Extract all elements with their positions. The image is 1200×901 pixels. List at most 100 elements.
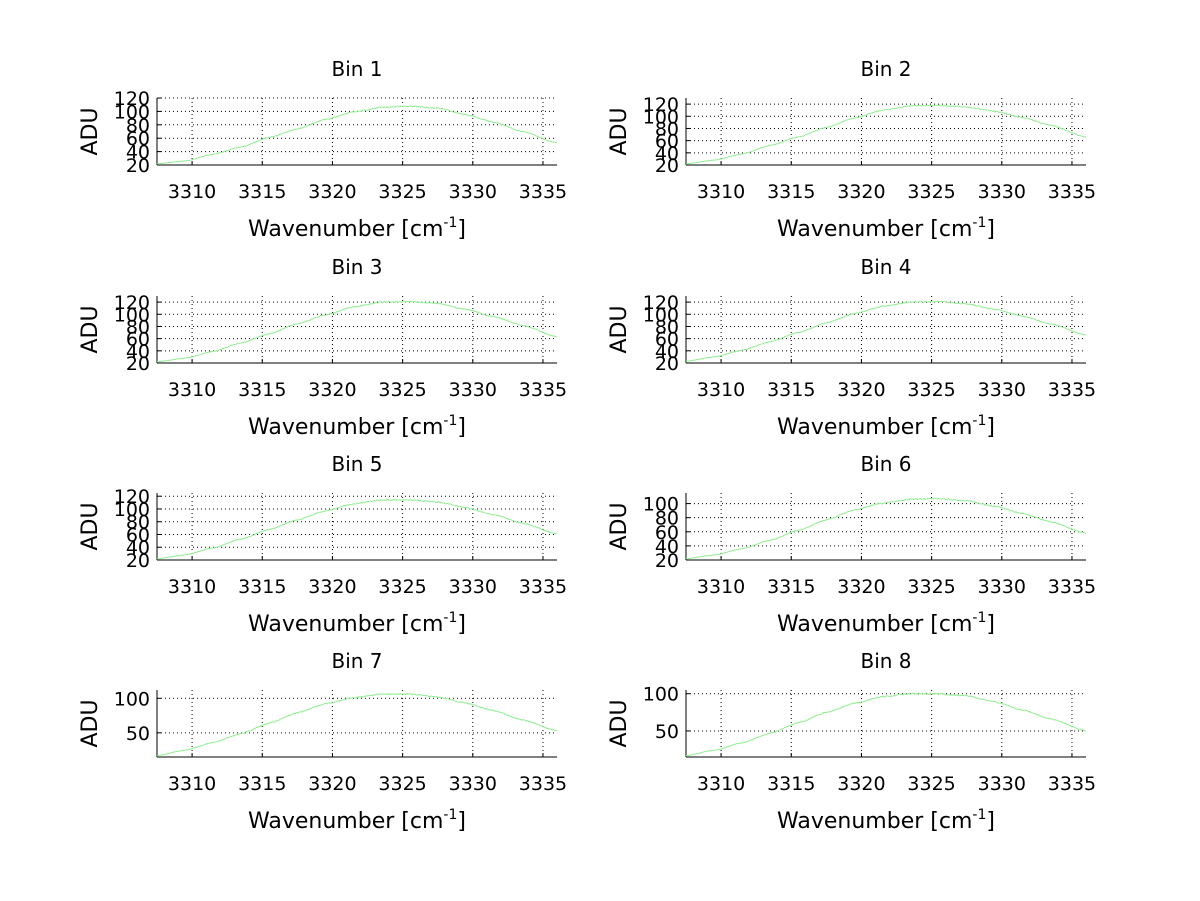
series-line-spectrum [156,105,558,165]
x-tick-label: 3325 [907,576,955,598]
x-tick-label: 3310 [168,773,216,795]
y-tick-label: 50 [126,723,150,745]
x-tick-label: 3310 [168,181,216,203]
x-axis-label: Wavenumber [cm-1] [248,807,466,834]
subplot-title: Bin 7 [331,649,382,673]
x-tick-label: 3320 [837,181,885,203]
x-tick-label: 3325 [378,773,426,795]
x-tick-label: 3320 [837,379,885,401]
y-tick-label: 100 [643,304,679,326]
x-axis-label: Wavenumber [cm-1] [248,413,466,440]
subplot-title: Bin 3 [331,255,382,279]
x-tick-label: 3325 [378,379,426,401]
y-tick-label: 60 [655,131,679,153]
series-line-spectrum [156,300,558,363]
x-axis-label: Wavenumber [cm-1] [248,610,466,637]
x-tick-label: 3330 [449,576,497,598]
series-line-spectrum [685,692,1087,757]
y-tick-label: 40 [655,143,679,165]
subplot-title: Bin 6 [860,452,911,476]
x-tick-label: 3315 [767,576,815,598]
x-tick-label: 3320 [308,773,356,795]
series-line-spectrum [685,104,1087,165]
y-tick-label: 20 [126,550,150,572]
subplot-bin-8: Bin 8 3310 3315 3320 3325 3330 3335 50 100 Wavenu… [607,649,1096,834]
x-tick-label: 3315 [767,379,815,401]
subplot-title: Bin 5 [331,452,382,476]
x-tick-label: 3315 [238,181,286,203]
y-tick-label: 20 [655,155,679,177]
y-tick-label: 40 [655,536,679,558]
x-axis-label: Wavenumber [cm-1] [777,610,995,637]
y-axis-label: ADU [607,502,632,550]
x-tick-label: 3335 [519,379,567,401]
subplot-title: Bin 4 [860,255,911,279]
y-tick-label: 40 [126,537,150,559]
x-tick-label: 3315 [238,576,286,598]
y-tick-label: 80 [126,316,150,338]
series-line-spectrum [156,498,558,560]
y-tick-label: 80 [126,115,150,137]
y-axis-label: ADU [607,107,632,155]
x-tick-label: 3335 [1048,576,1096,598]
y-tick-label: 120 [114,486,150,508]
y-tick-label: 100 [114,688,150,710]
y-tick-label: 60 [126,128,150,150]
x-tick-label: 3335 [1048,181,1096,203]
y-tick-label: 120 [643,292,679,314]
y-tick-label: 40 [655,341,679,363]
y-tick-label: 120 [114,292,150,314]
y-tick-label: 40 [126,142,150,164]
y-tick-label: 60 [655,329,679,351]
y-axis-label: ADU [78,699,103,747]
x-tick-label: 3310 [168,379,216,401]
x-tick-label: 3330 [978,379,1026,401]
x-axis-label: Wavenumber [cm-1] [777,807,995,834]
subplot-bin-6: Bin 6 3310 3315 3320 3325 3330 3335 20406080100… [607,452,1096,637]
y-tick-label: 80 [655,118,679,140]
x-tick-label: 3330 [449,181,497,203]
x-tick-label: 3330 [449,379,497,401]
x-tick-label: 3310 [168,576,216,598]
x-tick-label: 3325 [378,576,426,598]
y-tick-label: 120 [114,88,150,110]
x-tick-label: 3310 [697,379,745,401]
y-tick-label: 60 [126,329,150,351]
x-tick-label: 3315 [767,773,815,795]
x-tick-label: 3330 [978,773,1026,795]
y-axis-label: ADU [78,502,103,550]
subplot-bin-1: Bin 1 3310 3315 3320 3325 3330 3335 20406080100… [78,57,567,242]
x-tick-label: 3325 [907,773,955,795]
x-tick-label: 3335 [519,181,567,203]
x-axis-label: Wavenumber [cm-1] [248,215,466,242]
series-line-spectrum [686,497,1087,560]
subplot-bin-7: Bin 7 3310 3315 3320 3325 3330 3335 50 100 Wavenu… [78,649,567,834]
y-tick-label: 20 [126,155,150,177]
y-tick-label: 100 [643,494,679,516]
x-tick-label: 3320 [308,379,356,401]
y-tick-label: 100 [114,101,150,123]
x-tick-label: 3310 [697,181,745,203]
subplot-bin-5: Bin 5 3310 3315 3320 3325 3330 3335 20406080100… [78,452,567,637]
x-tick-label: 3335 [519,773,567,795]
subplot-title: Bin 1 [331,57,382,81]
x-tick-label: 3325 [907,379,955,401]
y-tick-label: 50 [655,721,679,743]
x-tick-label: 3315 [767,181,815,203]
x-tick-label: 3325 [378,181,426,203]
x-tick-label: 3315 [238,379,286,401]
y-tick-label: 60 [126,524,150,546]
subplot-bin-4: Bin 4 3310 3315 3320 3325 3330 3335 20406080100… [607,255,1096,440]
y-tick-label: 100 [114,304,150,326]
subplot-title: Bin 8 [860,649,911,673]
x-axis-label: Wavenumber [cm-1] [777,215,995,242]
series-line-spectrum [156,692,558,757]
y-tick-label: 80 [655,316,679,338]
x-tick-label: 3335 [1048,379,1096,401]
subplot-title: Bin 2 [860,57,911,81]
series-line-spectrum [685,300,1087,362]
x-tick-label: 3310 [697,576,745,598]
x-tick-label: 3330 [978,181,1026,203]
y-tick-label: 80 [655,508,679,530]
y-axis-label: ADU [607,305,632,353]
